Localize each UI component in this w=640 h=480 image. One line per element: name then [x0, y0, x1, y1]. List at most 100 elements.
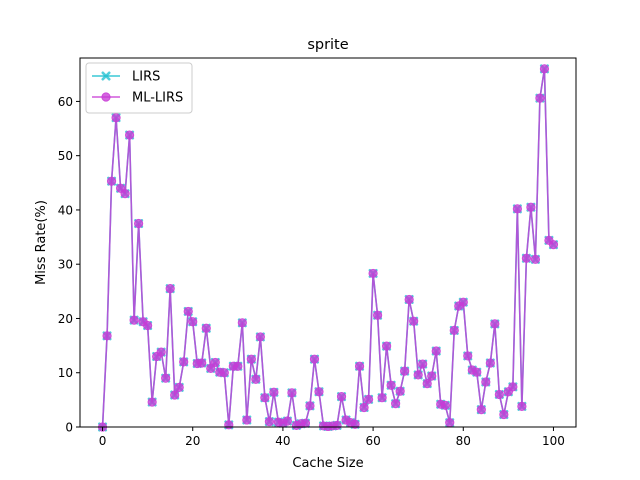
data-point-ml-lirs [517, 401, 527, 411]
data-point-ml-lirs [264, 416, 274, 427]
data-point-ml-lirs [147, 397, 157, 407]
data-point-ml-lirs [197, 358, 207, 368]
data-point-ml-lirs [400, 366, 410, 376]
x-axis: 0 20 40 60 80 100 [99, 427, 565, 448]
data-point-ml-lirs [314, 387, 324, 397]
legend-label-lirs: LIRS [132, 70, 160, 85]
data-point-ml-lirs [472, 367, 482, 377]
data-point-ml-lirs [233, 361, 243, 371]
data-point-ml-lirs [539, 64, 550, 74]
data-point-ml-lirs [300, 418, 311, 428]
data-point-ml-lirs [427, 371, 437, 381]
data-point-ml-lirs [201, 323, 211, 333]
y-tick-label: 60 [58, 95, 73, 109]
data-point-ml-lirs [363, 394, 374, 404]
data-point-ml-lirs [485, 358, 495, 368]
data-point-ml-lirs [242, 415, 252, 425]
data-point-ml-lirs [535, 93, 545, 103]
data-point-ml-lirs [224, 420, 234, 430]
y-tick-label: 0 [65, 421, 73, 435]
data-point-ml-lirs [305, 401, 315, 411]
data-point-ml-lirs [382, 341, 392, 351]
data-point-ml-lirs [287, 388, 297, 398]
data-point-ml-lirs [111, 113, 121, 123]
legend: LIRS ML-LIRS [85, 62, 193, 114]
data-point-ml-lirs [372, 310, 383, 320]
plot-area [97, 64, 559, 432]
data-point-ml-lirs [260, 393, 270, 403]
legend-marker-shape-ml-lirs [101, 92, 111, 102]
legend-marker-shape-lirs [101, 71, 111, 81]
data-point-ml-lirs [395, 386, 405, 396]
data-point-ml-lirs [156, 347, 166, 357]
data-point-ml-lirs [165, 284, 175, 294]
data-point-ml-lirs [188, 317, 198, 327]
y-tick-label: 10 [58, 366, 73, 380]
data-point-ml-lirs [445, 418, 455, 428]
y-tick-label: 20 [58, 312, 73, 326]
data-point-ml-lirs [391, 399, 401, 409]
data-point-ml-lirs [332, 420, 342, 430]
series-ml-lirs [97, 64, 559, 432]
data-point-ml-lirs [431, 346, 441, 356]
data-point-ml-lirs [143, 320, 153, 331]
data-point-ml-lirs [161, 373, 171, 383]
data-point-ml-lirs [490, 319, 500, 329]
data-point-ml-lirs [120, 189, 130, 199]
data-point-ml-lirs [530, 254, 541, 264]
data-point-ml-lirs [336, 392, 347, 402]
data-point-ml-lirs [125, 130, 135, 140]
data-point-ml-lirs [499, 409, 509, 420]
data-point-ml-lirs [251, 374, 261, 384]
data-point-ml-lirs [269, 387, 279, 397]
data-point-ml-lirs [422, 378, 432, 389]
data-point-ml-lirs [548, 240, 559, 250]
data-point-ml-lirs [404, 294, 414, 305]
chart-title: sprite [307, 37, 348, 53]
data-point-ml-lirs [282, 416, 293, 426]
x-tick-label: 0 [99, 434, 107, 448]
data-point-ml-lirs [458, 297, 468, 307]
data-point-ml-lirs [350, 419, 360, 429]
data-point-ml-lirs [481, 377, 491, 387]
data-point-ml-lirs [386, 380, 396, 390]
data-point-ml-lirs [440, 400, 450, 410]
data-point-ml-lirs [508, 382, 518, 392]
data-point-ml-lirs [526, 202, 536, 212]
data-point-ml-lirs [134, 218, 144, 229]
data-point-ml-lirs [512, 204, 522, 214]
data-point-ml-lirs [179, 357, 189, 367]
x-tick-label: 60 [365, 434, 380, 448]
data-point-ml-lirs [237, 318, 247, 328]
x-axis-label: Cache Size [292, 456, 363, 471]
data-point-ml-lirs [409, 316, 419, 326]
axes-frame [79, 57, 577, 428]
data-point-ml-lirs [476, 405, 486, 415]
data-point-ml-lirs [368, 268, 378, 279]
x-tick-label: 40 [275, 434, 290, 448]
x-tick-label: 100 [542, 434, 565, 448]
legend-marker-lirs [101, 71, 111, 81]
data-point-ml-lirs [354, 361, 365, 371]
x-tick-label: 20 [185, 434, 200, 448]
y-tick-label: 40 [58, 203, 73, 217]
data-point-ml-lirs [494, 389, 504, 400]
data-point-ml-lirs [129, 315, 139, 325]
data-point-ml-lirs [463, 351, 473, 361]
data-point-ml-lirs [449, 325, 459, 336]
data-point-ml-lirs [170, 390, 180, 400]
data-point-ml-lirs [413, 370, 423, 380]
data-point-ml-lirs [219, 368, 229, 378]
data-point-ml-lirs [255, 332, 265, 342]
y-tick-label: 30 [58, 258, 73, 272]
legend-marker-ml-lirs [101, 92, 111, 102]
data-point-ml-lirs [174, 382, 184, 392]
y-axis: 0 10 20 30 40 50 60 [58, 95, 80, 435]
data-point-ml-lirs [309, 354, 320, 364]
data-point-ml-lirs [377, 393, 387, 403]
data-point-ml-lirs [183, 306, 193, 317]
legend-label-ml-lirs: ML-LIRS [132, 91, 183, 106]
x-tick-label: 80 [456, 434, 471, 448]
y-axis-label: Miss Rate(%) [34, 200, 49, 285]
data-point-ml-lirs [102, 331, 112, 341]
